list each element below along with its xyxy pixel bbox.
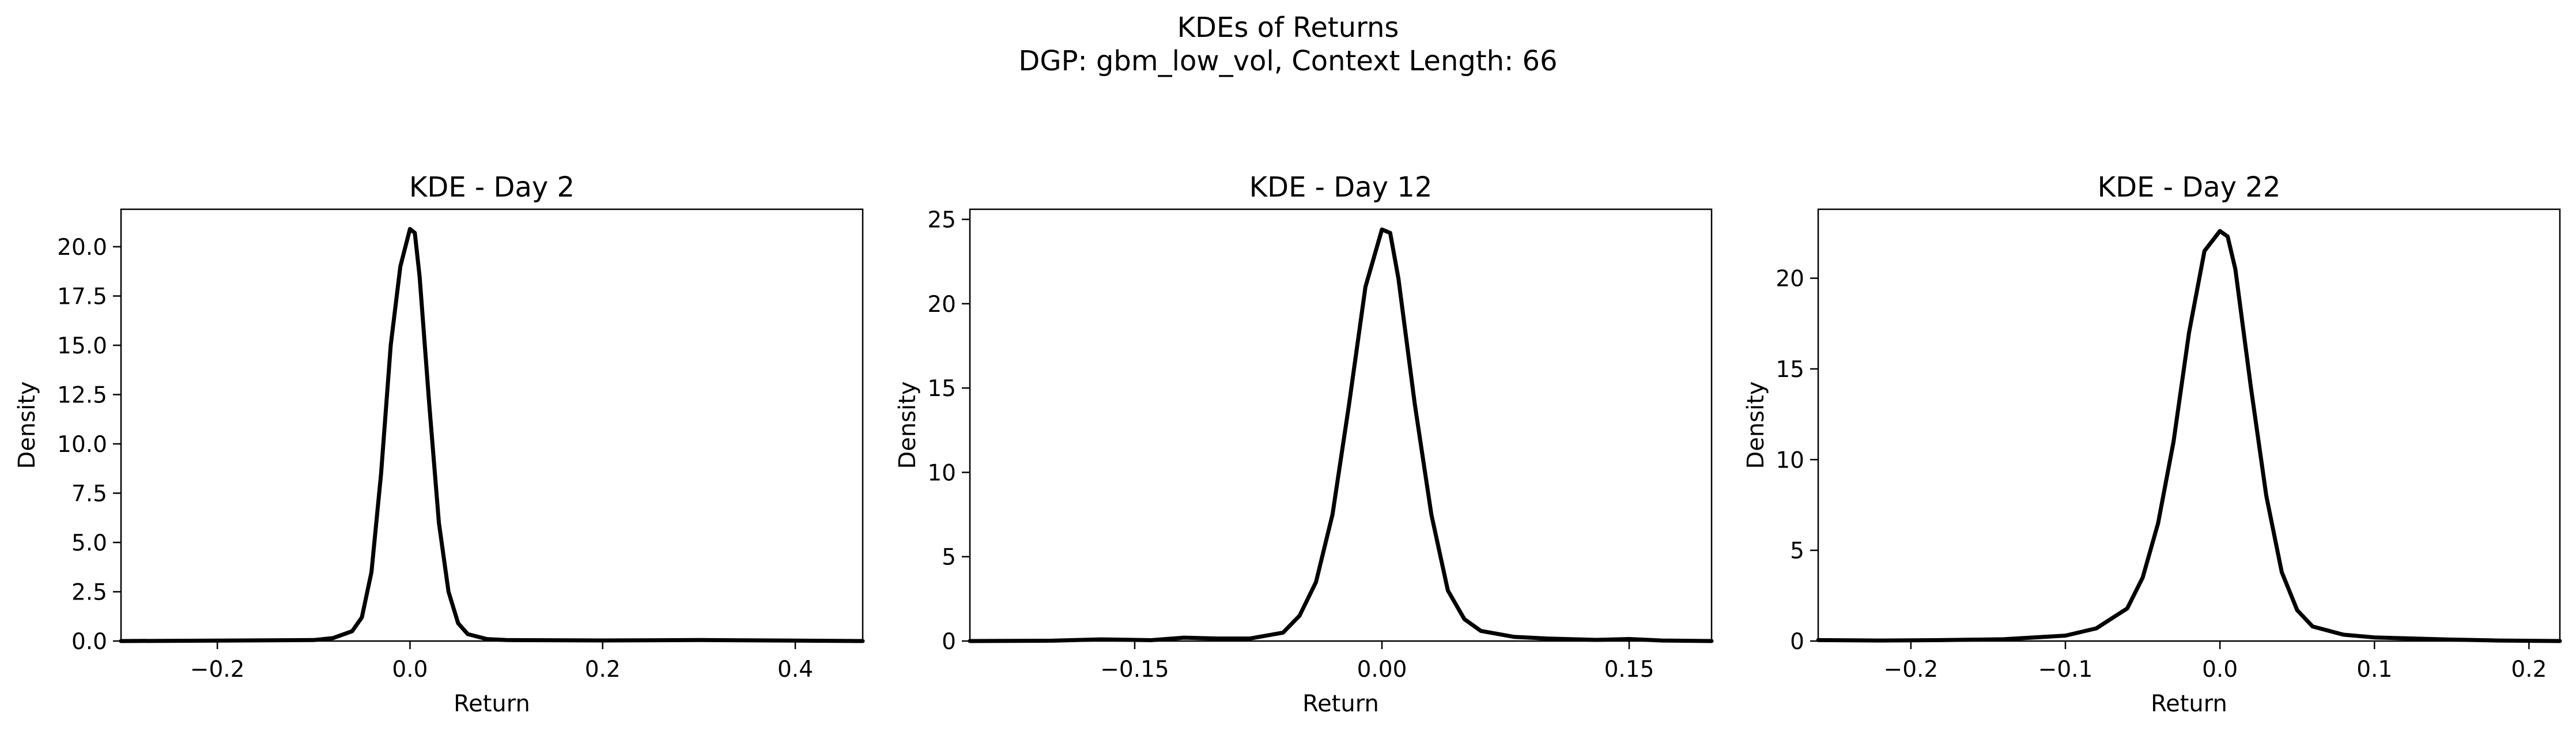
y-tick-label: 0.0 — [71, 629, 107, 655]
panel-title: KDE - Day 22 — [2098, 171, 2281, 203]
x-tick-label: 0.2 — [585, 657, 621, 683]
y-axis-label: Density — [1743, 381, 1769, 469]
figure-title-line-2: DGP: gbm_low_vol, Context Length: 66 — [1018, 45, 1557, 77]
axes-frame — [969, 208, 1713, 642]
kde-density-line — [119, 227, 865, 643]
y-tick-label: 5 — [942, 545, 956, 571]
panel-title: KDE - Day 2 — [409, 171, 575, 203]
y-tick-label: 10 — [927, 460, 956, 486]
axes-frame — [1817, 208, 2561, 642]
x-tick-label: 0.4 — [777, 657, 813, 683]
y-tick-label: 15 — [1776, 357, 1804, 383]
y-tick-label: 10 — [1776, 447, 1804, 473]
kde-panel-day-2: KDE - Day 2 Return Density −0.2 0.0 0.2 0.4… — [14, 171, 865, 717]
y-tick-label: 12.5 — [57, 382, 107, 408]
figure-title-line-1: KDEs of Returns — [1177, 12, 1399, 44]
x-tick-label: −0.1 — [2038, 657, 2093, 683]
x-tick-label: 0.0 — [392, 657, 428, 683]
y-tick-label: 20 — [1776, 266, 1804, 292]
y-tick-label: 2.5 — [71, 579, 107, 605]
y-tick-label: 20 — [927, 292, 956, 318]
y-axis-label: Density — [14, 381, 40, 469]
y-tick-label: 0 — [942, 629, 956, 655]
x-tick-label: −0.2 — [190, 657, 245, 683]
x-tick-label: 0.0 — [2202, 657, 2238, 683]
kde-panel-day-12: KDE - Day 12 Return Density −0.15 0.00 0.1… — [894, 171, 1714, 717]
x-tick-label: 0.00 — [1357, 657, 1407, 683]
y-tick-label: 0 — [1790, 629, 1804, 655]
x-axis-label: Return — [454, 691, 530, 717]
x-tick-label: 0.2 — [2511, 657, 2547, 683]
x-tick-label: −0.15 — [1100, 657, 1169, 683]
x-tick-label: −0.2 — [1884, 657, 1939, 683]
y-axis-label: Density — [894, 381, 921, 469]
y-tick-label: 5.0 — [71, 530, 107, 556]
y-tick-label: 25 — [927, 208, 956, 233]
kde-panel-day-22: KDE - Day 22 Return Density −0.2 −0.1 0.0 0… — [1743, 171, 2562, 717]
y-tick-label: 10.0 — [57, 432, 107, 458]
x-axis-label: Return — [1302, 691, 1379, 717]
x-tick-label: 0.15 — [1604, 657, 1655, 683]
x-axis-label: Return — [2151, 691, 2227, 717]
y-tick-label: 15 — [927, 376, 956, 402]
panel-title: KDE - Day 12 — [1249, 171, 1433, 203]
axes-frame — [120, 208, 864, 642]
y-tick-label: 5 — [1790, 538, 1804, 564]
y-tick-label: 15.0 — [57, 333, 107, 359]
y-tick-label: 17.5 — [57, 284, 107, 310]
x-tick-label: 0.1 — [2356, 657, 2392, 683]
y-tick-label: 20.0 — [57, 235, 107, 261]
kde-density-line — [1816, 229, 2562, 643]
kde-density-line — [968, 227, 1714, 643]
y-tick-label: 7.5 — [71, 481, 107, 507]
